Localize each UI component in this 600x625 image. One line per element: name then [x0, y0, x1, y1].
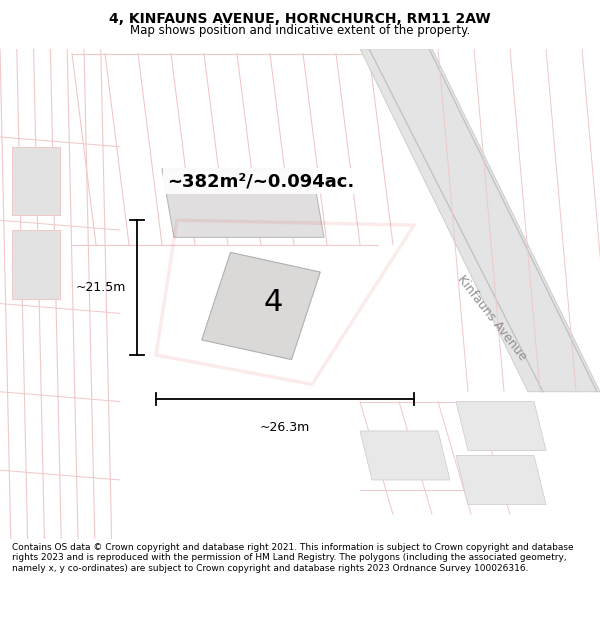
Polygon shape: [12, 147, 60, 216]
Text: 4: 4: [263, 288, 283, 317]
Polygon shape: [12, 230, 60, 299]
Text: ~382m²/~0.094ac.: ~382m²/~0.094ac.: [167, 172, 355, 190]
Polygon shape: [202, 253, 320, 359]
Text: Map shows position and indicative extent of the property.: Map shows position and indicative extent…: [130, 24, 470, 36]
Polygon shape: [456, 401, 546, 451]
Text: Kinfauns Avenue: Kinfauns Avenue: [455, 273, 529, 363]
Text: ~21.5m: ~21.5m: [76, 281, 126, 294]
Polygon shape: [360, 431, 450, 480]
Text: Contains OS data © Crown copyright and database right 2021. This information is : Contains OS data © Crown copyright and d…: [12, 543, 574, 573]
Polygon shape: [360, 49, 600, 392]
Polygon shape: [456, 456, 546, 504]
Text: ~26.3m: ~26.3m: [260, 421, 310, 434]
Polygon shape: [162, 169, 324, 238]
Text: 4, KINFAUNS AVENUE, HORNCHURCH, RM11 2AW: 4, KINFAUNS AVENUE, HORNCHURCH, RM11 2AW: [109, 12, 491, 26]
Polygon shape: [156, 220, 414, 384]
